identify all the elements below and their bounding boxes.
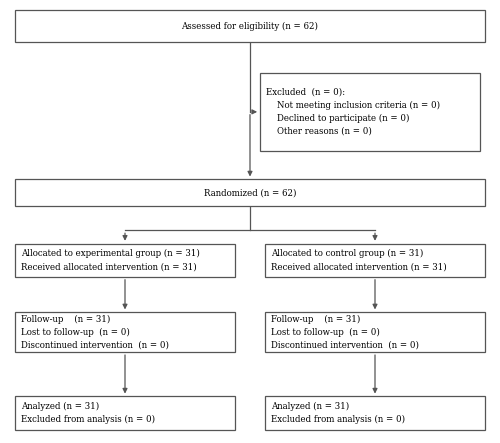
FancyBboxPatch shape (260, 73, 480, 151)
FancyBboxPatch shape (15, 396, 235, 430)
Text: Allocated to control group (n = 31)
Received allocated intervention (n = 31): Allocated to control group (n = 31) Rece… (271, 249, 447, 271)
Text: Allocated to experimental group (n = 31)
Received allocated intervention (n = 31: Allocated to experimental group (n = 31)… (21, 249, 200, 271)
FancyBboxPatch shape (265, 396, 485, 430)
Text: Follow-up    (n = 31)
Lost to follow-up  (n = 0)
Discontinued intervention  (n =: Follow-up (n = 31) Lost to follow-up (n … (271, 315, 419, 350)
FancyBboxPatch shape (15, 10, 485, 42)
Text: Randomized (n = 62): Randomized (n = 62) (204, 188, 296, 197)
Text: Follow-up    (n = 31)
Lost to follow-up  (n = 0)
Discontinued intervention  (n =: Follow-up (n = 31) Lost to follow-up (n … (21, 315, 169, 350)
FancyBboxPatch shape (15, 312, 235, 352)
FancyBboxPatch shape (265, 244, 485, 277)
Text: Analyzed (n = 31)
Excluded from analysis (n = 0): Analyzed (n = 31) Excluded from analysis… (271, 402, 405, 424)
Text: Excluded  (n = 0):
    Not meeting inclusion criteria (n = 0)
    Declined to pa: Excluded (n = 0): Not meeting inclusion … (266, 88, 440, 136)
Text: Analyzed (n = 31)
Excluded from analysis (n = 0): Analyzed (n = 31) Excluded from analysis… (21, 402, 155, 424)
FancyBboxPatch shape (15, 179, 485, 206)
Text: Assessed for eligibility (n = 62): Assessed for eligibility (n = 62) (182, 22, 318, 31)
FancyBboxPatch shape (265, 312, 485, 352)
FancyBboxPatch shape (15, 244, 235, 277)
